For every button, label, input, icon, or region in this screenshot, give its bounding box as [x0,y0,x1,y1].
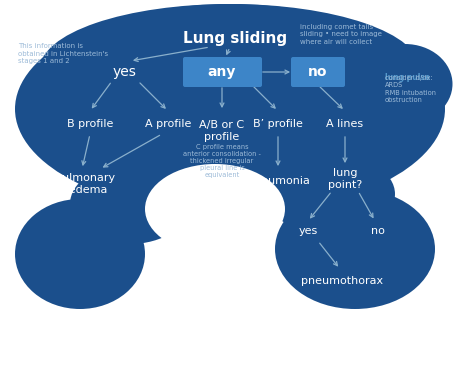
Ellipse shape [145,164,285,254]
Ellipse shape [357,44,453,124]
Ellipse shape [15,199,145,309]
Text: consider d/dx:
ARDS
RMB intubation
obstruction: consider d/dx: ARDS RMB intubation obstr… [385,75,436,103]
Text: Lung sliding: Lung sliding [183,31,287,47]
Text: lung pulse: lung pulse [385,72,430,81]
Ellipse shape [275,189,435,309]
Text: yes: yes [298,226,318,236]
Ellipse shape [40,4,420,134]
FancyBboxPatch shape [183,57,262,87]
Text: including comet tails
sliding • need to image
where air will collect: including comet tails sliding • need to … [300,23,382,44]
Text: C profile means
anterior consolidation -
thickened irregular
pleural line is
equ: C profile means anterior consolidation -… [183,144,261,179]
Text: B profile: B profile [67,119,113,129]
Ellipse shape [15,4,445,214]
Text: A/B or C
profile: A/B or C profile [200,120,245,142]
Text: no: no [308,65,328,79]
Text: pulmonary
oedema: pulmonary oedema [55,173,115,195]
Ellipse shape [70,164,190,244]
Text: This information is
obtained in Lichtenstein's
stages 1 and 2: This information is obtained in Lichtens… [18,44,108,64]
Ellipse shape [265,154,395,234]
FancyBboxPatch shape [291,57,345,87]
Text: no: no [371,226,385,236]
Text: any: any [208,65,236,79]
Text: yes: yes [113,65,137,79]
Text: pneumothorax: pneumothorax [301,276,383,286]
Text: B’ profile: B’ profile [253,119,303,129]
Text: A lines: A lines [327,119,364,129]
Text: A profile: A profile [145,119,191,129]
Text: lung
point?: lung point? [328,168,362,190]
Text: pneumonia: pneumonia [246,176,310,186]
